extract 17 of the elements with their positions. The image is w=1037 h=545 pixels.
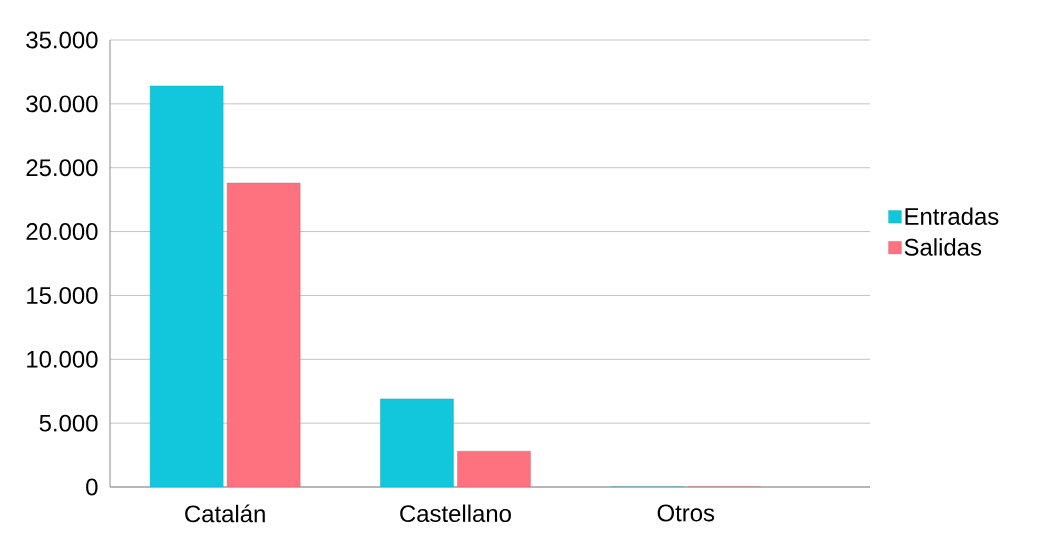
legend-label: Salidas	[904, 238, 982, 256]
y-tick-label: 10.000	[27, 350, 98, 368]
y-tick-label: 0	[86, 478, 98, 496]
y-tick-label: 15.000	[27, 286, 98, 304]
bar	[226, 182, 301, 487]
legend-label: Entradas	[905, 207, 999, 225]
x-tick-label: Catalán	[185, 504, 265, 523]
bar	[149, 85, 224, 487]
y-tick-label: 5.000	[39, 414, 98, 432]
x-tick-label: Otros	[657, 504, 715, 522]
x-tick-label: Castellano	[400, 504, 511, 523]
bar	[457, 451, 531, 487]
y-tick-label: 30.000	[26, 95, 98, 113]
bar	[380, 398, 454, 487]
y-tick-label: 20.000	[26, 223, 98, 241]
y-tick-label: 35.000	[26, 31, 98, 49]
y-tick-label: 25.000	[26, 159, 98, 177]
